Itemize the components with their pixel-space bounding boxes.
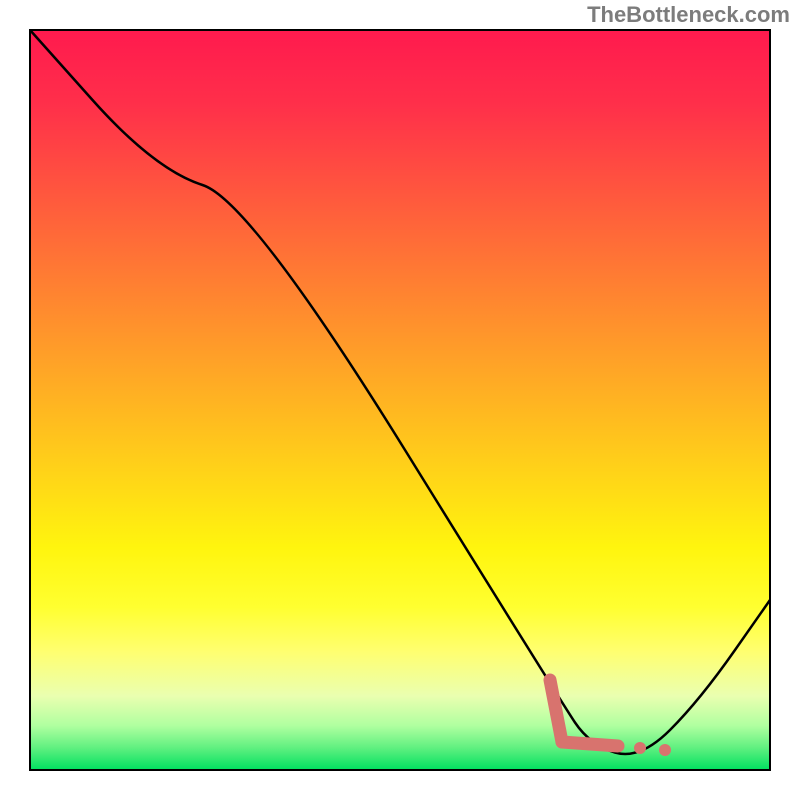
plot-background	[30, 30, 770, 770]
bottleneck-chart	[0, 0, 800, 800]
watermark-text: TheBottleneck.com	[587, 2, 790, 28]
